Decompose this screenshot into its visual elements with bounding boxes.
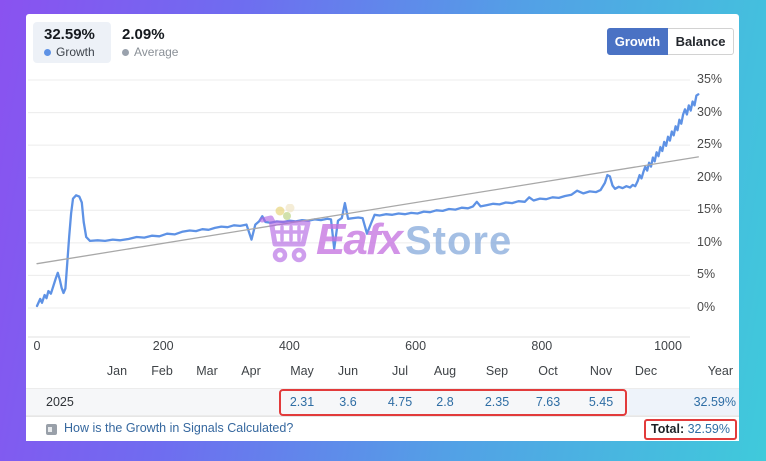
y-axis-label: 5% [697, 267, 716, 282]
growth-stat-value: 32.59% [44, 26, 95, 43]
monthly-growth-value-sep: 2.35 [484, 395, 510, 409]
chart-mode-toggle: Growth Balance [607, 28, 734, 55]
signal-growth-card: 32.59% Growth 2.09% Average Growth Balan… [26, 14, 739, 441]
y-axis-label: 30% [697, 104, 723, 119]
growth-calculation-link[interactable]: How is the Growth in Signals Calculated? [64, 421, 294, 435]
x-tick-label: 400 [278, 339, 300, 353]
footer-bar: How is the Growth in Signals Calculated?… [26, 416, 739, 441]
year-label: 2025 [46, 395, 74, 409]
average-stat-value: 2.09% [122, 26, 165, 43]
month-label-oct: Oct [538, 364, 558, 378]
x-tick-label: 0 [33, 339, 41, 353]
monthly-growth-value-aug: 2.8 [436, 395, 454, 409]
help-video-icon [46, 424, 57, 435]
trend-line [36, 156, 699, 265]
growth-line [35, 93, 700, 308]
total-growth-box: Total: 32.59% [644, 419, 737, 440]
monthly-growth-value-jul: 4.75 [387, 395, 413, 409]
growth-line-chart [28, 79, 700, 338]
x-tick-label: 200 [152, 339, 174, 353]
month-label-mar: Mar [196, 364, 218, 378]
month-label-may: May [290, 364, 314, 378]
month-label-jan: Jan [106, 364, 128, 378]
x-tick-label: 800 [531, 339, 553, 353]
y-axis-label: 35% [697, 72, 723, 86]
month-label-apr: Apr [241, 364, 261, 378]
month-label-nov: Nov [589, 364, 613, 378]
x-tick-label: 600 [405, 339, 427, 353]
yearly-stats-row: 2025 2.31 3.6 4.75 2.8 2.35 7.63 5.45 32.59% [26, 388, 739, 416]
month-label-dec: Dec [634, 364, 658, 378]
growth-stat-box: 32.59% Growth [33, 22, 111, 63]
year-column-label: Year [707, 364, 733, 378]
month-label-sep: Sep [485, 364, 509, 378]
year-total-cell-highlight [629, 389, 739, 415]
average-stat-box: 2.09% Average [122, 26, 178, 59]
year-total-value: 32.59% [693, 395, 736, 409]
monthly-growth-value-nov: 5.45 [588, 395, 614, 409]
month-label-jun: Jun [337, 364, 359, 378]
y-axis-label: 20% [697, 169, 723, 184]
monthly-growth-value-jun: 3.6 [339, 395, 357, 409]
month-label-jul: Jul [392, 364, 408, 378]
x-tick-label: 1000 [654, 339, 682, 353]
total-label: Total: [651, 422, 685, 436]
growth-stat-label: Growth [56, 45, 95, 59]
monthly-growth-value-may: 2.31 [289, 395, 315, 409]
tab-balance[interactable]: Balance [668, 28, 734, 55]
y-axis-label: 0% [697, 300, 716, 314]
y-axis-label: 25% [697, 137, 723, 152]
month-label-feb: Feb [151, 364, 173, 378]
tab-growth[interactable]: Growth [607, 28, 668, 55]
y-axis-label: 15% [697, 202, 723, 217]
y-axis-label: 10% [697, 234, 723, 249]
total-value: 32.59% [687, 422, 730, 436]
average-stat-label: Average [134, 45, 179, 59]
monthly-growth-value-oct: 7.63 [535, 395, 561, 409]
month-label-aug: Aug [433, 364, 457, 378]
average-series-dot-icon [122, 48, 129, 56]
growth-series-dot-icon [44, 48, 51, 56]
